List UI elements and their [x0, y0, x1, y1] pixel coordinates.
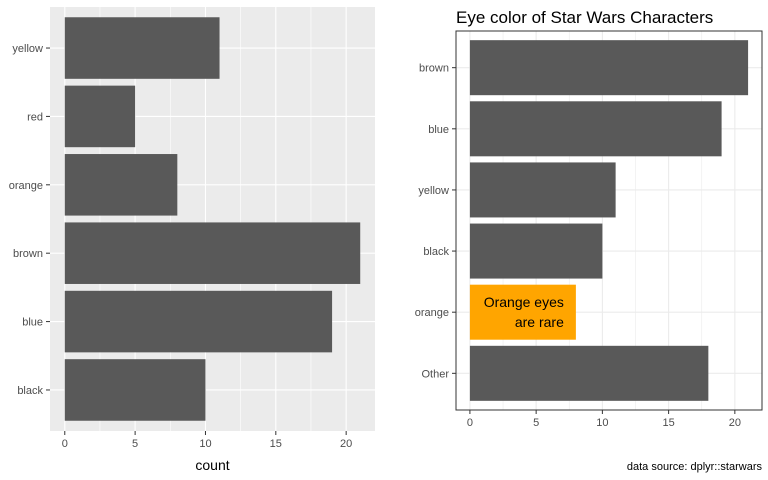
x-tick-label: 10 [596, 417, 608, 429]
bar-blue [64, 290, 333, 353]
x-tick-label: 15 [662, 417, 674, 429]
bar-orange [469, 284, 576, 340]
y-tick-label-blue: blue [22, 317, 43, 329]
y-tick-label-orange: orange [415, 307, 449, 319]
annotation-text: are rare [515, 314, 564, 330]
x-tick-label: 5 [132, 438, 138, 450]
bar-black [469, 223, 603, 279]
y-tick-label-brown: brown [419, 63, 449, 75]
bar-brown [469, 40, 749, 96]
bar-yellow [469, 162, 616, 218]
bar-blue [469, 101, 722, 157]
x-tick-label: 10 [199, 438, 211, 450]
x-tick-label: 15 [270, 438, 282, 450]
chart-title: Eye color of Star Wars Characters [456, 8, 713, 27]
chart-eye-color-highlight: Orange eyes are rare Other orange black yello… [415, 8, 763, 473]
y-tick-label-other: Other [421, 368, 449, 380]
y-tick-label-red: red [27, 111, 43, 123]
bar-red [64, 85, 136, 148]
x-tick-label: 20 [340, 438, 352, 450]
bar-brown [64, 222, 361, 284]
y-tick-label-black: black [423, 246, 449, 258]
x-tick-label: 20 [729, 417, 741, 429]
bar-yellow [64, 17, 220, 79]
chart-caption: data source: dplyr::starwars [627, 461, 763, 473]
bar-orange [64, 154, 178, 216]
y-tick-label-blue: blue [428, 124, 449, 136]
x-tick-label: 0 [467, 417, 473, 429]
y-tick-label-brown: brown [13, 248, 43, 260]
y-tick-label-black: black [17, 385, 43, 397]
bar-other [469, 345, 709, 401]
chart-eye-color-counts: black blue brown orange red yellow 0 5 10 15 20 cou… [9, 7, 375, 473]
x-tick-label: 5 [533, 417, 539, 429]
y-tick-label-yellow: yellow [12, 43, 43, 55]
bar-black [64, 359, 206, 421]
y-tick-label-orange: orange [9, 180, 43, 192]
x-axis-title: count [195, 457, 229, 473]
annotation-text: Orange eyes [484, 294, 564, 310]
y-tick-label-yellow: yellow [418, 185, 449, 197]
x-tick-label: 0 [62, 438, 68, 450]
panel-border [455, 30, 763, 411]
